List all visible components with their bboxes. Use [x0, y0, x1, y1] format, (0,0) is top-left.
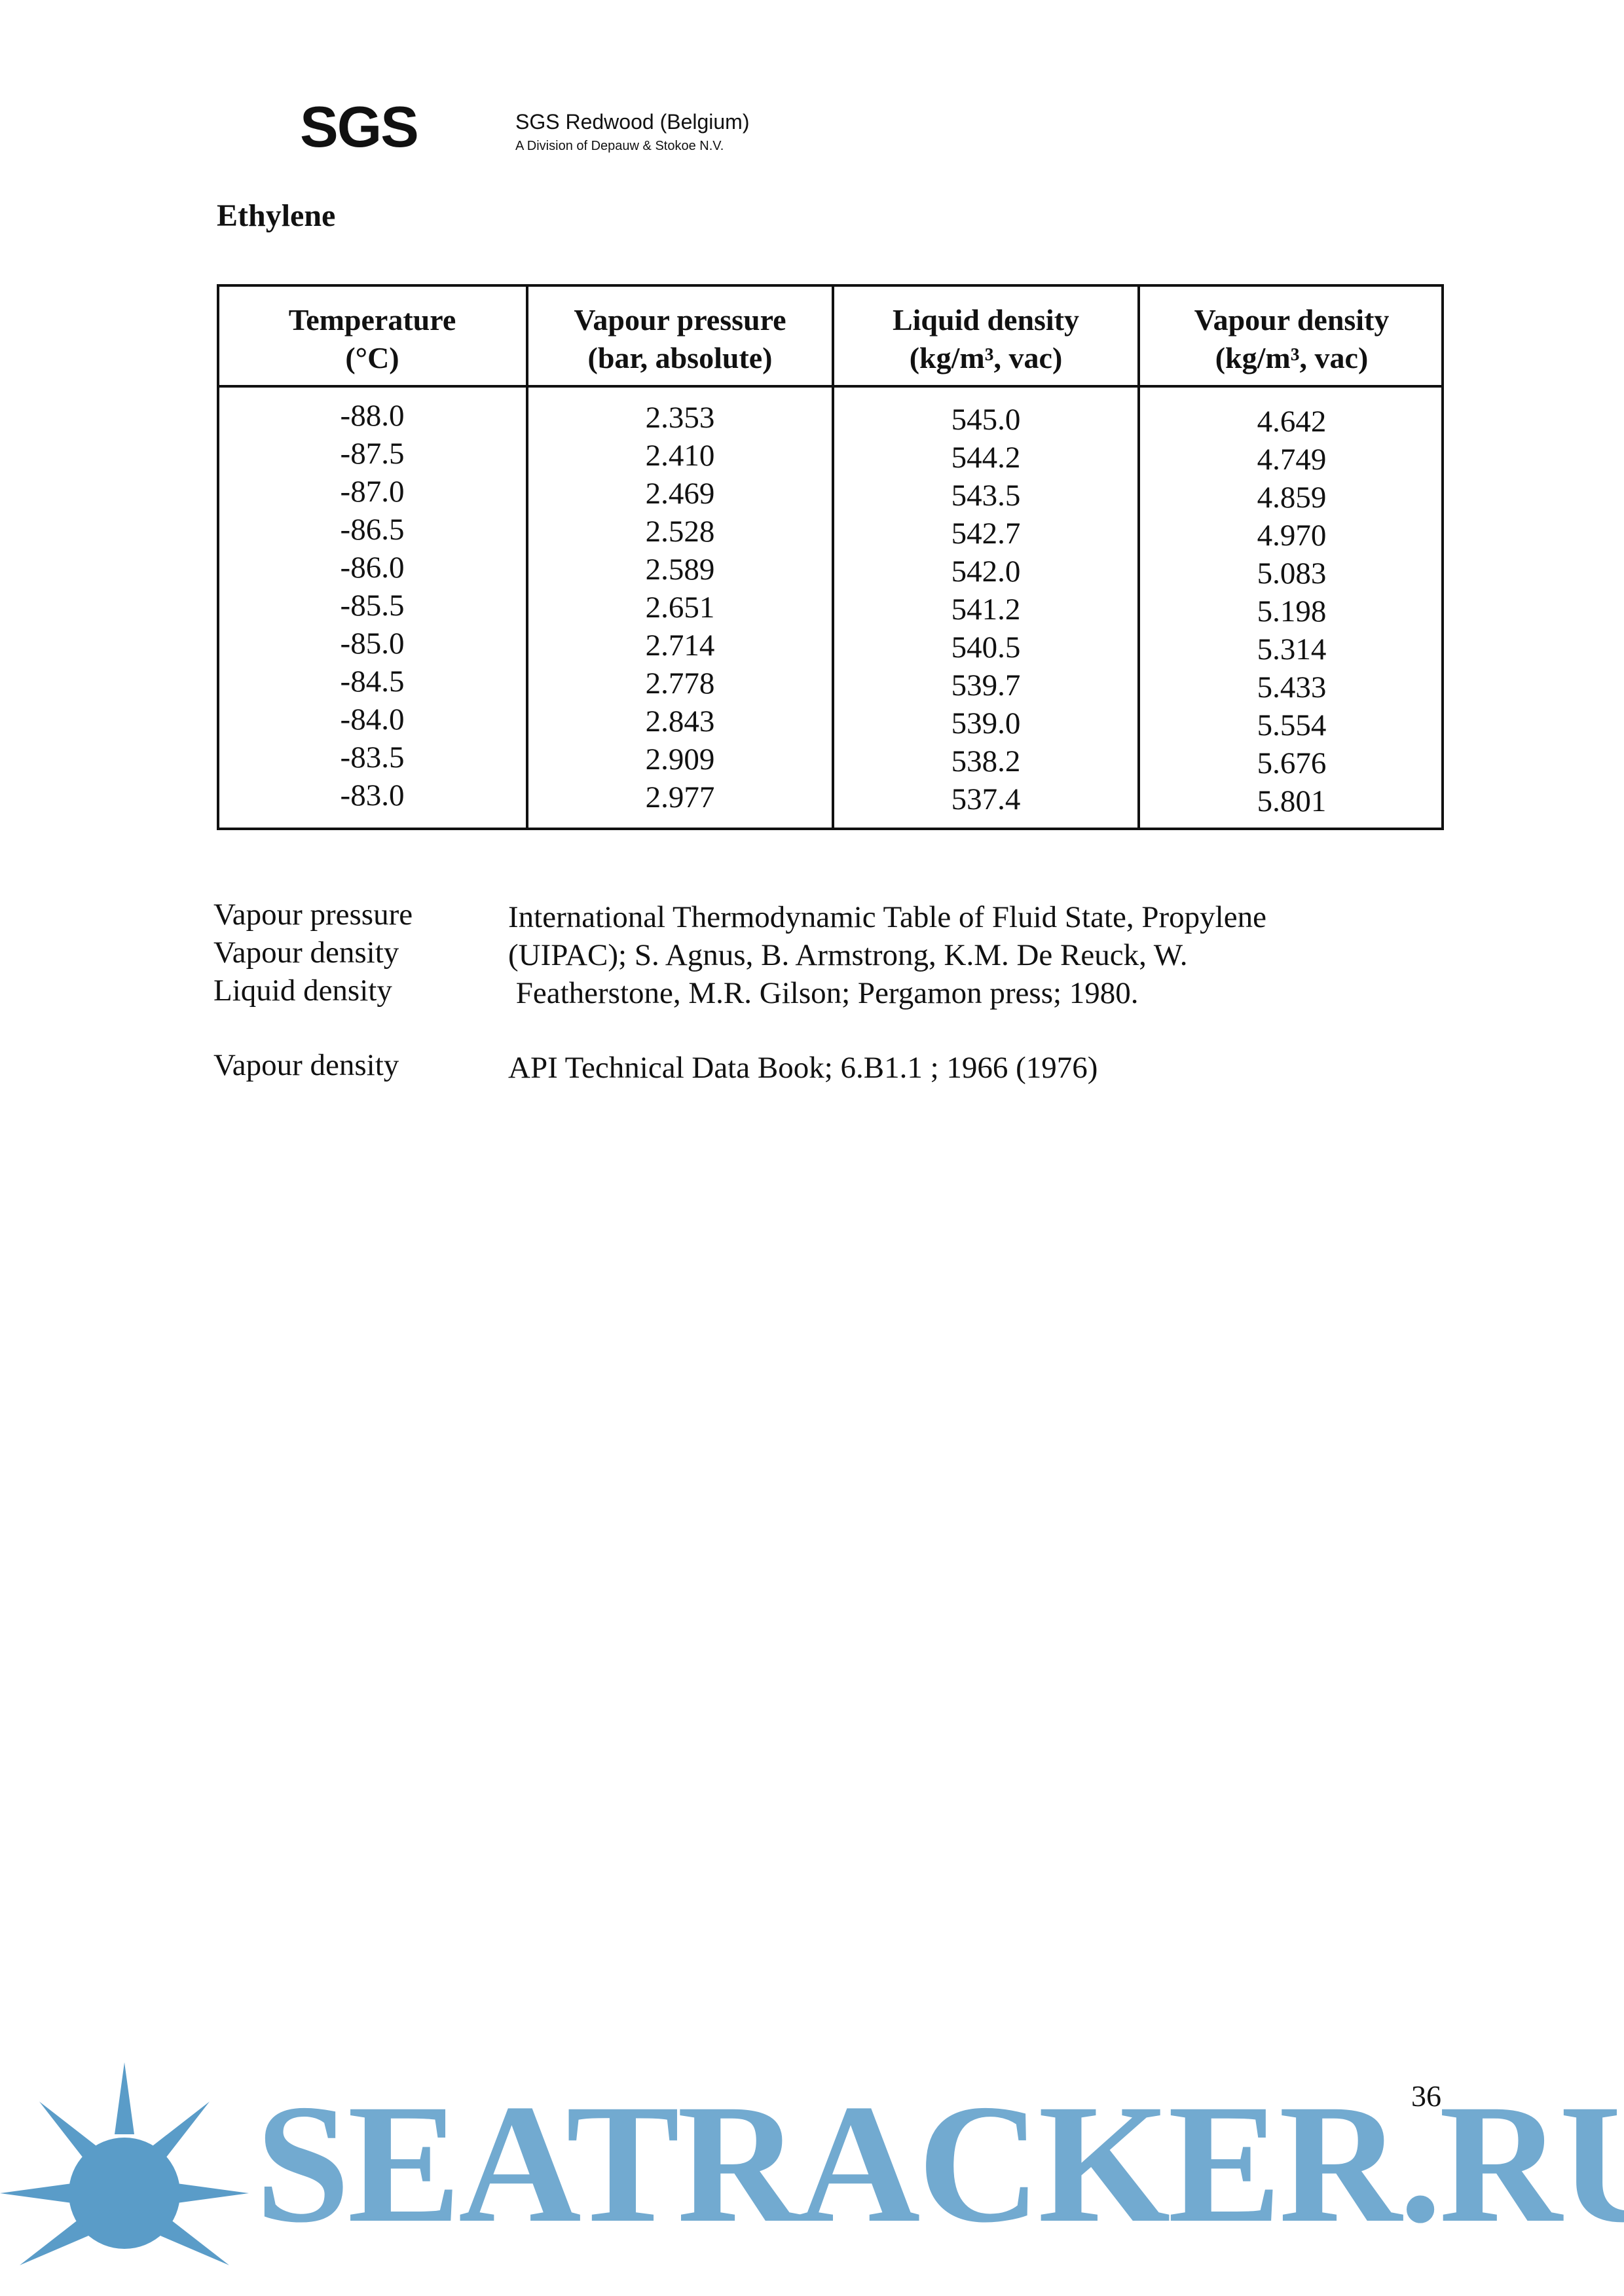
table-cell: 2.714	[645, 629, 715, 663]
column-header: (kg/m³, vac)	[1215, 341, 1369, 374]
table-cell: 4.749	[1257, 443, 1327, 477]
table-cell: 2.589	[645, 553, 715, 587]
reference-label: Vapour density	[213, 1048, 399, 1082]
table-cell: 543.5	[951, 479, 1021, 513]
title: Ethylene	[217, 198, 336, 233]
table-cell: 4.859	[1257, 481, 1327, 515]
table-cell: 538.2	[951, 744, 1021, 778]
table-cell: 542.0	[951, 555, 1021, 589]
reference-label: Vapour pressure	[213, 898, 413, 932]
table-cell: 4.642	[1257, 405, 1327, 439]
column-header: Liquid density	[892, 303, 1080, 337]
column-rule	[832, 287, 834, 828]
company: SGS Redwood (Belgium)	[515, 110, 750, 134]
reference-text: Featherstone, M.R. Gilson; Pergamon pres…	[508, 976, 1139, 1010]
table-cell: -86.0	[340, 551, 405, 585]
sun-icon	[0, 2062, 249, 2265]
table-cell: 5.801	[1257, 784, 1327, 818]
table-cell: 2.410	[645, 439, 715, 473]
column-header: Vapour density	[1194, 303, 1390, 337]
table-cell: -85.0	[340, 627, 405, 661]
table-cell: 539.0	[951, 706, 1021, 740]
logo: SGS	[300, 94, 419, 159]
reference-text: API Technical Data Book; 6.B1.1 ; 1966 (…	[508, 1051, 1098, 1085]
table-cell: -83.0	[340, 778, 405, 812]
reference-text: International Thermodynamic Table of Flu…	[508, 900, 1266, 934]
table-cell: 2.843	[645, 704, 715, 738]
table-cell: 542.7	[951, 517, 1021, 551]
table-cell: 540.5	[951, 630, 1021, 665]
column-header: (bar, absolute)	[587, 341, 773, 374]
table-cell: -88.0	[340, 399, 405, 433]
table-cell: 545.0	[951, 403, 1021, 437]
table-cell: 5.314	[1257, 632, 1327, 666]
table-cell: 5.083	[1257, 556, 1327, 591]
table-cell: 5.198	[1257, 594, 1327, 629]
table-cell: 2.353	[645, 401, 715, 435]
reference-text: (UIPAC); S. Agnus, B. Armstrong, K.M. De…	[508, 938, 1188, 972]
column-header: Vapour pressure	[574, 303, 786, 337]
table-cell: -83.5	[340, 740, 405, 774]
table-cell: 2.528	[645, 515, 715, 549]
column-rule	[1137, 287, 1140, 828]
table-cell: 544.2	[951, 441, 1021, 475]
column-header: (kg/m³, vac)	[909, 341, 1063, 374]
table-cell: 4.970	[1257, 519, 1327, 553]
header-rule	[219, 385, 1441, 388]
reference-label: Liquid density	[213, 974, 392, 1008]
table-cell: -86.5	[340, 513, 405, 547]
division: A Division of Depauw & Stokoe N.V.	[515, 139, 724, 153]
table-cell: 5.554	[1257, 708, 1327, 742]
watermark: SEATRACKER.RU	[255, 2069, 1624, 2258]
table-cell: 2.651	[645, 591, 715, 625]
reference-label: Vapour density	[213, 936, 399, 970]
table-cell: -84.5	[340, 665, 405, 699]
table-cell: -84.0	[340, 702, 405, 737]
table-cell: -85.5	[340, 589, 405, 623]
column-header: (°C)	[345, 341, 399, 374]
table-cell: 2.977	[645, 780, 715, 814]
table-cell: 539.7	[951, 668, 1021, 702]
table-cell: 2.909	[645, 742, 715, 776]
table-cell: 541.2	[951, 592, 1021, 627]
column-rule	[526, 287, 528, 828]
table-cell: 537.4	[951, 782, 1021, 816]
table-cell: 2.778	[645, 666, 715, 701]
table: Temperature (°C) Vapour pressure (bar, abso…	[217, 284, 1444, 830]
table-cell: -87.5	[340, 437, 405, 471]
column-header: Temperature	[288, 303, 456, 337]
table-cell: 2.469	[645, 477, 715, 511]
table-cell: 5.433	[1257, 670, 1327, 704]
table-cell: 5.676	[1257, 746, 1327, 780]
page-number: 36	[1411, 2079, 1441, 2113]
table-cell: -87.0	[340, 475, 405, 509]
